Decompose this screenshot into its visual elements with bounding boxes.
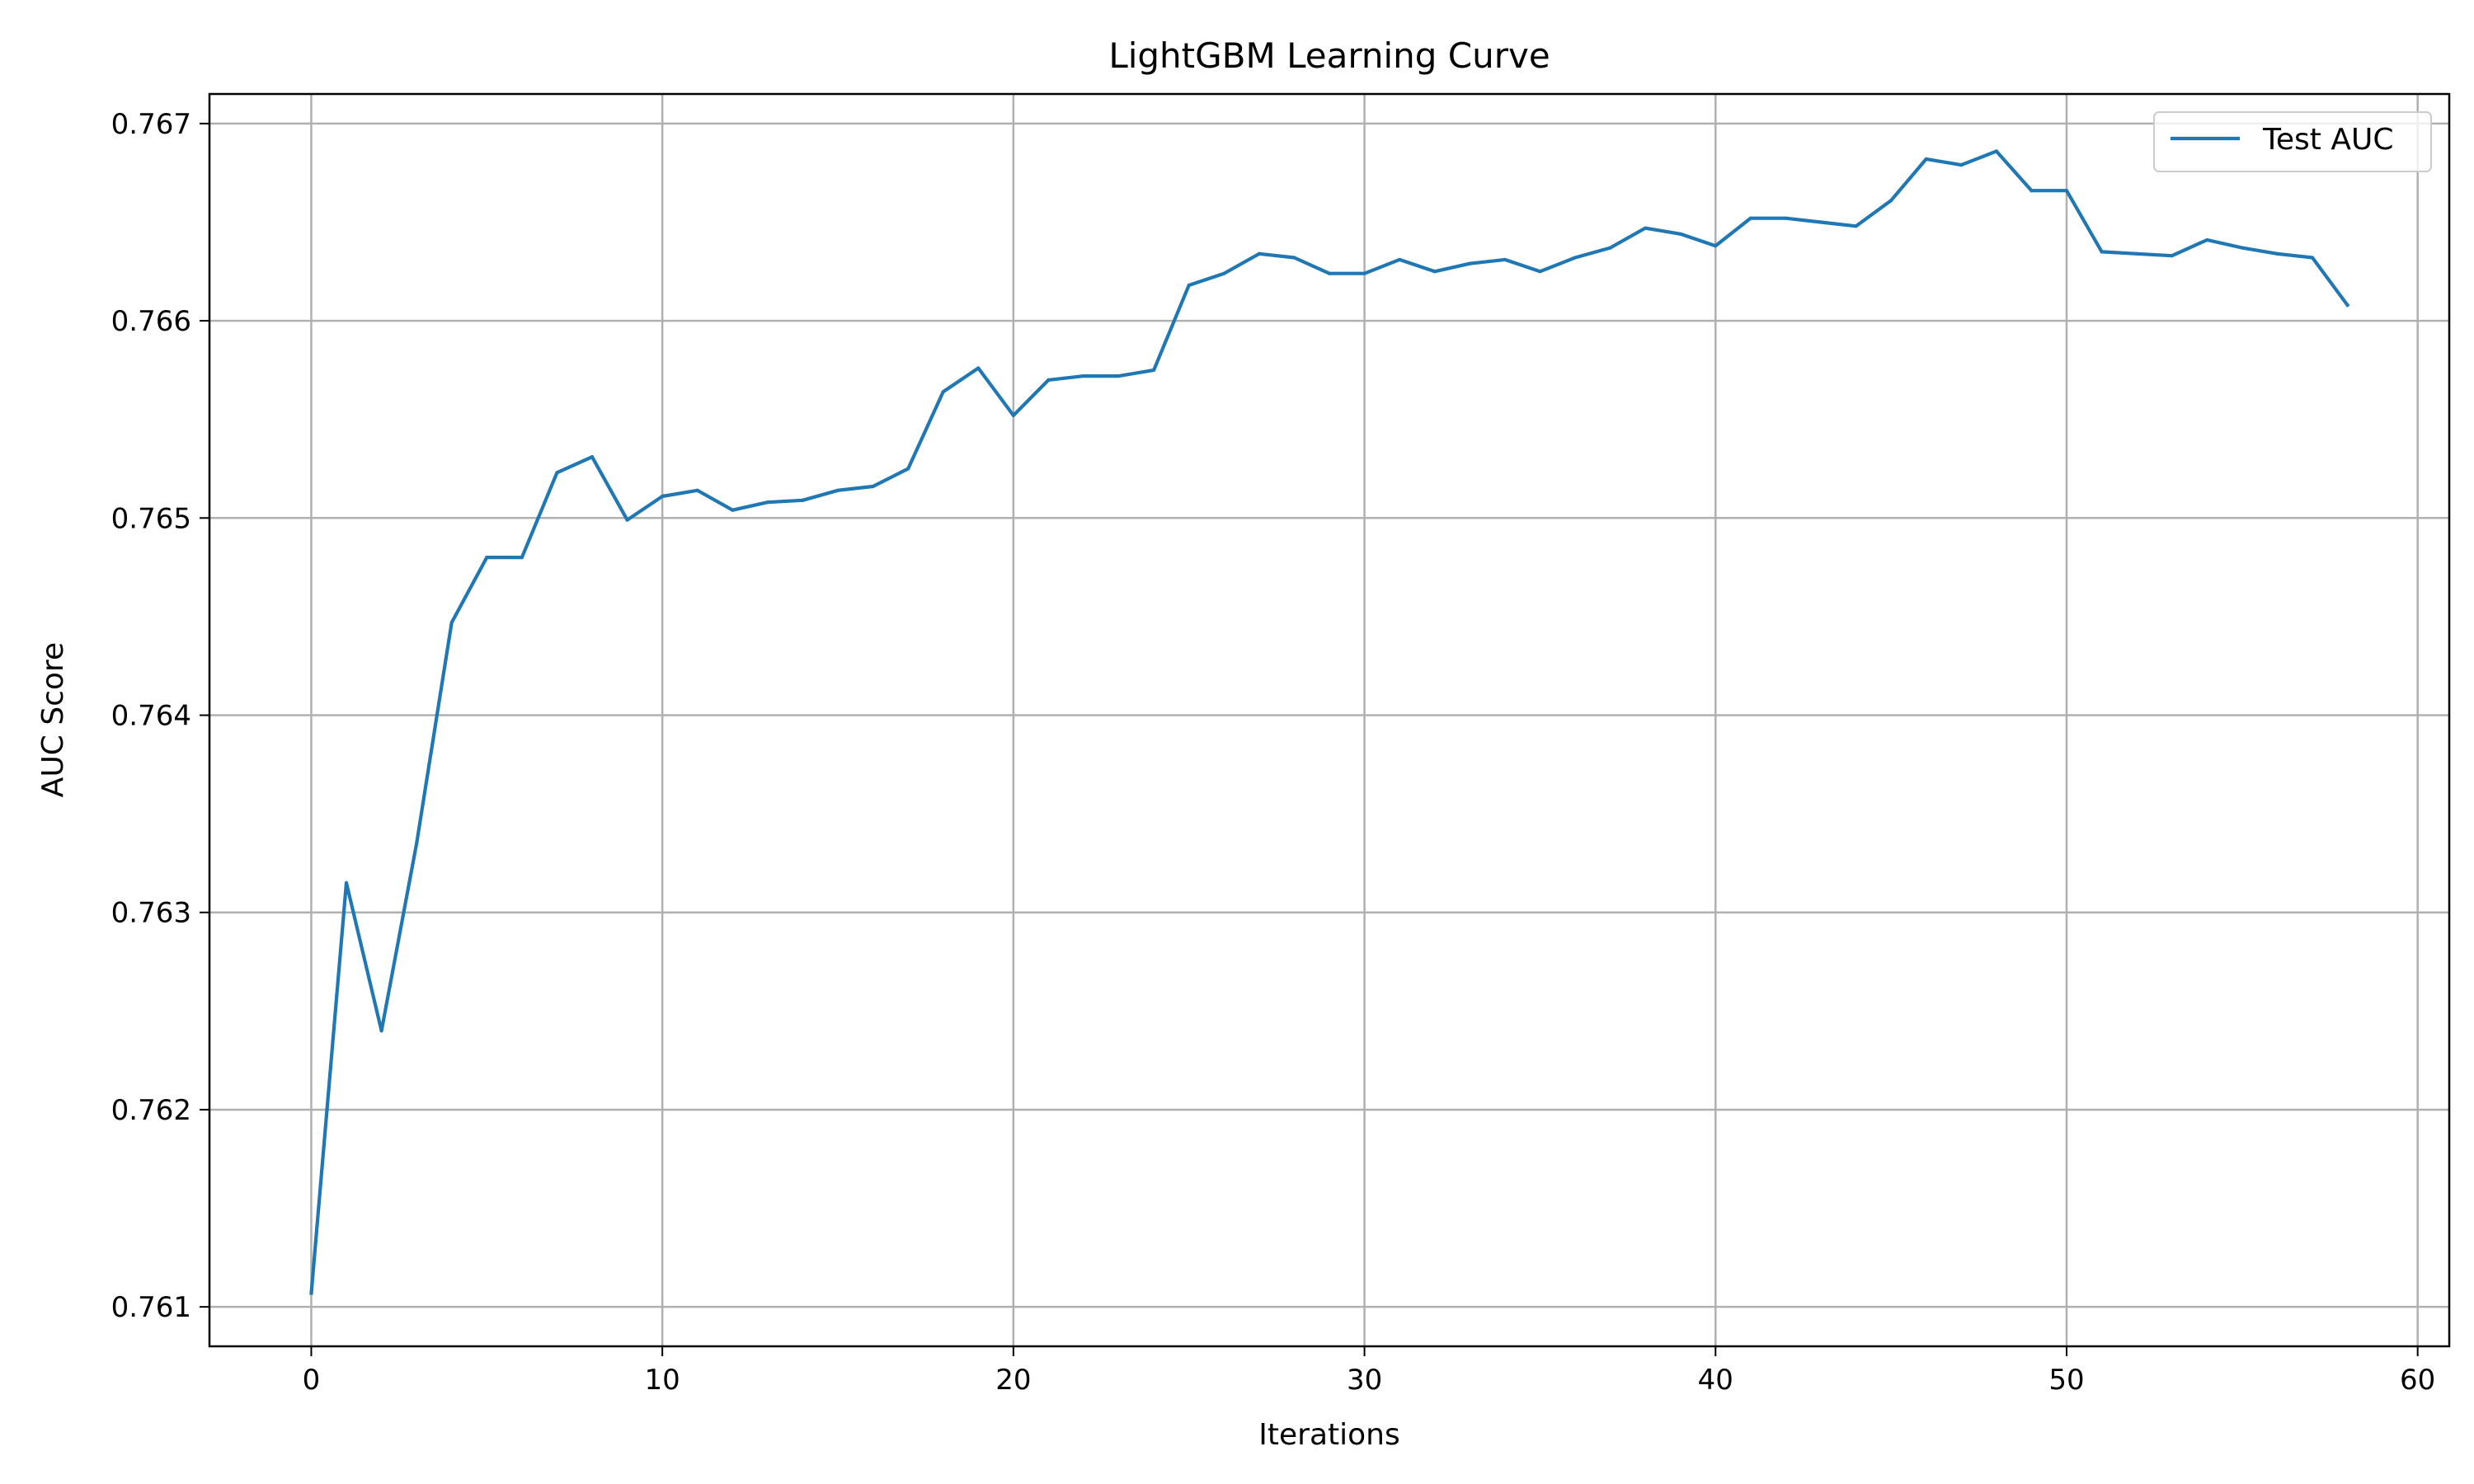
data-point <box>485 556 489 560</box>
legend-box <box>2153 111 2432 172</box>
data-point <box>801 498 805 502</box>
y-tick-label: 0.762 <box>111 1094 191 1127</box>
data-point <box>1784 216 1788 220</box>
data-point <box>765 500 769 505</box>
y-axis: 0.761 0.762 0.763 0.764 0.765 0.766 0.767 <box>111 108 209 1324</box>
data-point <box>555 471 559 475</box>
legend: Test AUC <box>2153 111 2432 172</box>
x-axis-label: Iterations <box>1258 1418 1399 1452</box>
data-point <box>1187 283 1191 288</box>
data-point <box>1538 270 1542 274</box>
data-point <box>520 556 524 560</box>
data-point <box>1257 251 1261 256</box>
data-point <box>941 390 945 394</box>
data-point <box>2205 237 2209 242</box>
data-point <box>1503 257 1507 262</box>
x-tick-label: 40 <box>1698 1364 1733 1397</box>
data-point <box>1152 368 1156 372</box>
data-point <box>1398 257 1402 262</box>
data-point <box>1047 378 1051 382</box>
y-tick-label: 0.764 <box>111 700 191 733</box>
data-point <box>309 1291 313 1295</box>
y-tick-label: 0.761 <box>111 1291 191 1324</box>
data-point <box>2345 303 2349 308</box>
data-point <box>449 620 454 625</box>
data-point <box>1081 373 1086 378</box>
x-tick-label: 60 <box>2400 1364 2435 1397</box>
x-tick-label: 10 <box>645 1364 680 1397</box>
data-point <box>2064 189 2069 193</box>
data-point <box>590 455 595 459</box>
x-tick-label: 0 <box>303 1364 321 1397</box>
data-point <box>661 494 665 499</box>
data-point <box>1222 271 1226 275</box>
chart-title: LightGBM Learning Curve <box>1108 35 1550 76</box>
series-group <box>309 149 2350 1295</box>
data-point <box>2240 246 2244 250</box>
grid <box>209 94 2449 1346</box>
data-point <box>2310 256 2315 260</box>
data-point <box>1608 246 1612 250</box>
data-point <box>625 518 629 522</box>
data-point <box>871 484 875 489</box>
x-tick-label: 20 <box>995 1364 1031 1397</box>
legend-label-test-auc: Test AUC <box>2262 123 2393 157</box>
data-point <box>1854 224 1858 228</box>
y-tick-label: 0.767 <box>111 108 191 141</box>
data-point <box>1748 216 1752 220</box>
data-point <box>2030 189 2034 193</box>
data-point <box>1889 199 1893 203</box>
data-point <box>1678 232 1682 236</box>
data-point <box>976 366 981 370</box>
data-point <box>415 841 419 846</box>
y-tick-label: 0.765 <box>111 502 191 535</box>
data-point <box>2100 250 2104 254</box>
data-point <box>1327 271 1332 275</box>
y-tick-label: 0.766 <box>111 305 191 338</box>
data-point <box>1292 256 1296 260</box>
data-point <box>1924 157 1928 162</box>
data-point <box>1117 373 1121 378</box>
data-point <box>1468 261 1472 265</box>
y-tick-label: 0.763 <box>111 897 191 930</box>
x-axis: 0 10 20 30 40 50 60 <box>303 1346 2435 1397</box>
data-point <box>1011 413 1015 418</box>
data-point <box>379 1029 383 1033</box>
series-points <box>309 149 2349 1295</box>
data-point <box>2170 254 2174 258</box>
plot-frame <box>208 92 2451 1348</box>
data-point <box>2275 251 2279 256</box>
x-tick-label: 30 <box>1347 1364 1382 1397</box>
data-point <box>1362 271 1366 275</box>
data-point <box>2135 251 2139 256</box>
data-point <box>835 488 840 492</box>
data-point <box>731 508 735 512</box>
data-point <box>1644 226 1648 230</box>
data-point <box>1714 244 1718 248</box>
data-point <box>1959 163 1964 167</box>
data-point <box>344 881 349 885</box>
data-point <box>1573 256 1578 260</box>
x-tick-label: 50 <box>2048 1364 2084 1397</box>
data-point <box>906 467 910 471</box>
data-point <box>1818 220 1823 224</box>
data-point <box>695 488 699 492</box>
data-point <box>1994 149 1998 153</box>
y-axis-label: AUC Score <box>36 642 70 797</box>
data-point <box>1432 270 1437 274</box>
